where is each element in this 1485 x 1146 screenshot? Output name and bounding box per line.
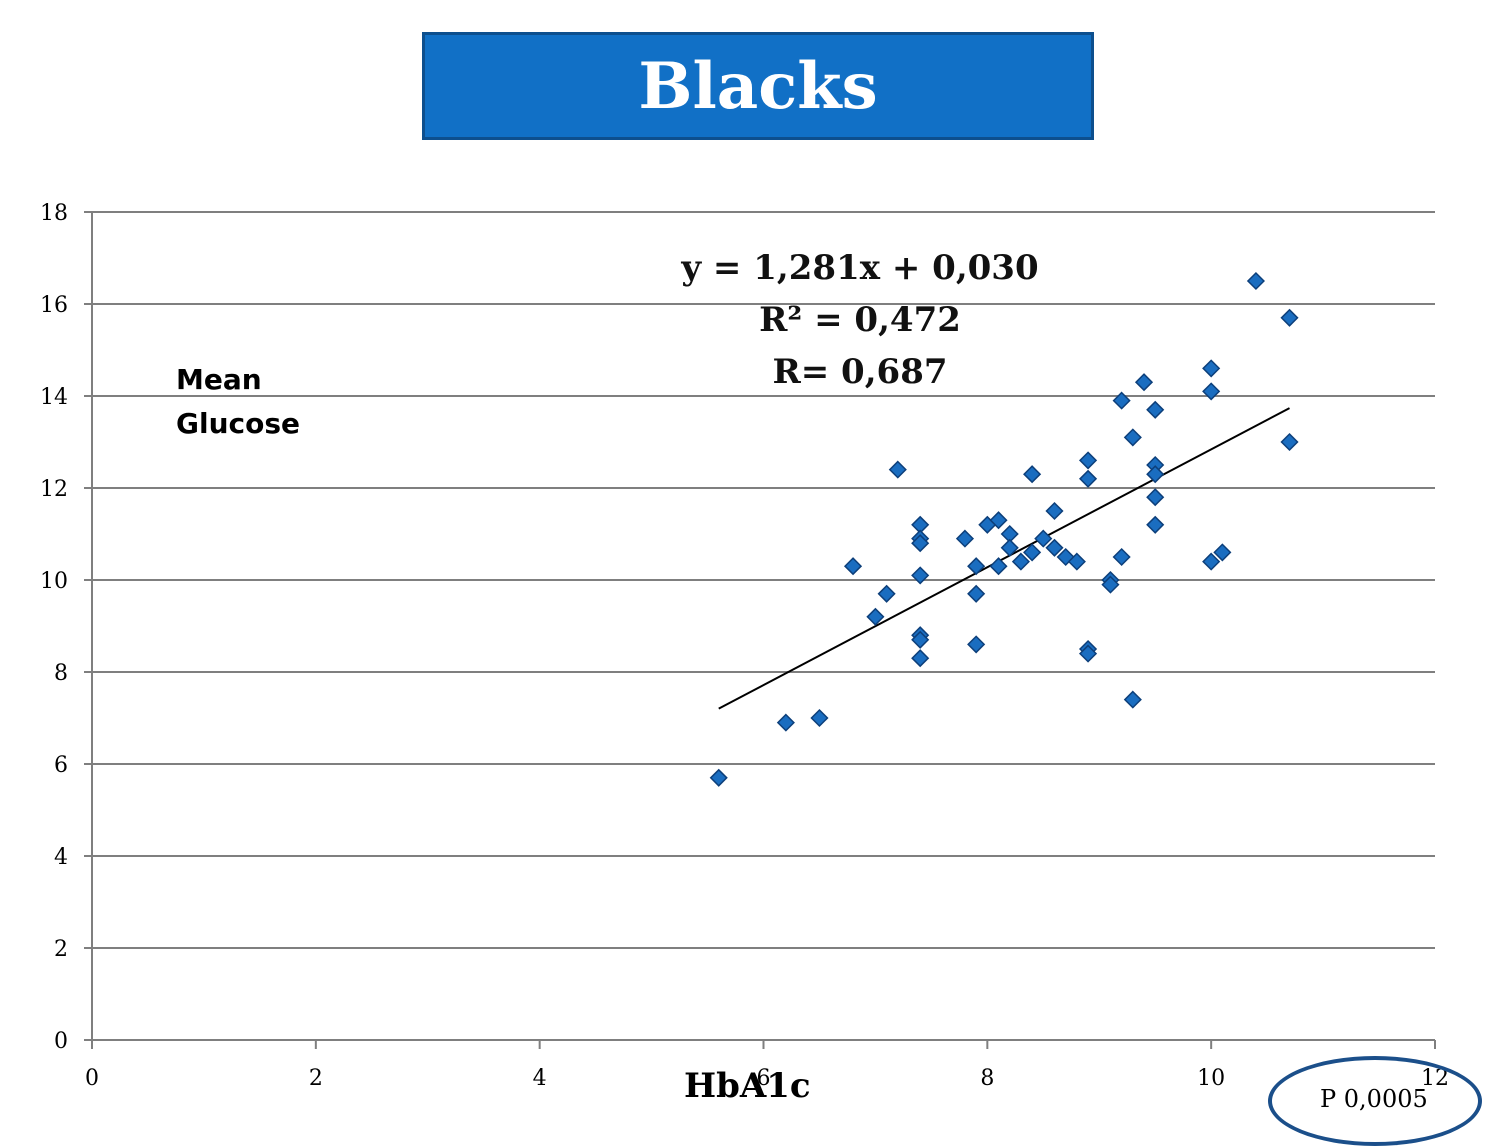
data-point-32 [1078,469,1098,488]
data-point-27 [1045,501,1064,521]
data-point-2 [810,708,829,728]
data-point-51 [1246,271,1265,291]
data-point-38 [1112,547,1131,567]
data-point-14 [955,529,975,548]
data-point-19 [989,511,1008,530]
data-point-4 [866,607,885,626]
data-point-10 [911,566,930,585]
data-point-47 [1202,359,1221,378]
data-point-44 [1146,465,1165,484]
data-point-42 [1146,400,1165,419]
y-tick-label-0: 0 [54,1029,68,1054]
data-point-20 [989,557,1008,576]
y-tick-label-6: 6 [54,753,68,778]
data-point-52 [1280,308,1299,327]
data-point-6 [888,460,907,479]
data-point-36 [1101,575,1120,594]
data-point-46 [1146,515,1165,534]
x-tick-label-10: 10 [1197,1066,1225,1091]
r-value: R= 0,687 [772,352,948,392]
x-tick-label-4: 4 [533,1066,547,1091]
x-tick-label-2: 2 [309,1066,323,1091]
data-point-48 [1202,382,1221,401]
y-tick-label-18: 18 [40,201,68,226]
data-point-28 [1045,538,1064,557]
data-point-9 [911,534,930,553]
data-point-12 [911,630,930,649]
data-point-24 [1023,465,1042,484]
y-axis-label-line-2: Glucose [176,407,301,440]
data-point-23 [1011,552,1030,571]
y-tick-label-14: 14 [40,385,68,410]
trendline [718,407,1290,710]
data-point-41 [1134,373,1154,392]
data-point-3 [843,557,863,576]
regression-annotation: y = 1,281x + 0,030 R² = 0,472 R= 0,687 [640,242,1080,398]
regression-equation: y = 1,281x + 0,030 [681,248,1039,288]
data-point-31 [1078,451,1098,470]
y-tick-label-4: 4 [54,845,68,870]
y-tick-label-8: 8 [54,661,68,686]
data-point-16 [967,584,986,603]
x-tick-label-8: 8 [980,1066,994,1091]
data-point-53 [1280,432,1299,452]
y-tick-label-10: 10 [40,569,68,594]
data-point-1 [776,713,795,732]
data-point-50 [1213,543,1232,562]
y-axis-label: Mean Glucose [176,358,300,446]
data-point-39 [1123,428,1142,447]
x-tick-label-0: 0 [85,1066,99,1091]
data-point-49 [1202,552,1221,571]
data-point-5 [877,584,896,603]
data-point-25 [1023,543,1042,562]
data-point-30 [1067,552,1086,571]
data-point-13 [911,649,930,668]
y-tick-label-2: 2 [54,937,68,962]
data-point-34 [1078,644,1098,663]
y-tick-label-16: 16 [40,293,68,318]
chart-title: Blacks [638,48,878,124]
data-point-37 [1112,391,1131,410]
data-point-45 [1146,488,1165,507]
data-point-15 [967,557,986,576]
p-value-label: P 0,0005 [1320,1085,1428,1113]
y-tick-label-12: 12 [40,477,68,502]
x-axis-label: HbA1c [684,1066,811,1106]
data-point-26 [1034,529,1053,548]
r-squared: R² = 0,472 [759,300,961,340]
y-axis-label-line-1: Mean [176,363,262,396]
x-tick-label-6: 6 [757,1066,771,1091]
title-box: Blacks [422,32,1094,140]
data-point-40 [1123,690,1142,709]
data-point-17 [967,635,986,654]
data-point-0 [709,768,728,787]
data-point-22 [1000,538,1019,557]
